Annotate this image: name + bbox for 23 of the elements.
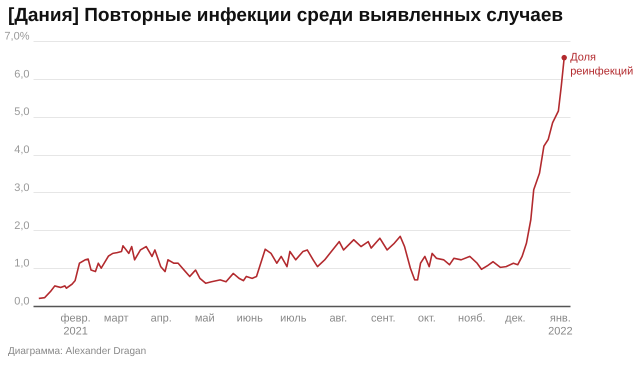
x-tick-label: июнь xyxy=(236,312,264,324)
x-tick-label: февр. 2021 xyxy=(60,312,91,338)
x-tick-label: авг. xyxy=(329,312,348,324)
x-tick-label: сент. xyxy=(370,312,396,324)
x-tick-label: окт. xyxy=(418,312,436,324)
x-tick-label: май xyxy=(194,312,215,324)
y-tick-label: 1,0 xyxy=(14,258,30,270)
x-tick-label: апр. xyxy=(150,312,172,324)
y-tick-label: 3,0 xyxy=(14,182,30,194)
chart-title: [Дания] Повторные инфекции среди выявленных случаев xyxy=(8,5,564,26)
y-tick-label: 5,0 xyxy=(14,106,30,118)
y-tick-label: 6,0 xyxy=(14,68,30,80)
annotation: Доля реинфекций xyxy=(570,52,634,78)
y-tick-label: 2,0 xyxy=(14,220,30,232)
y-tick-label: 7,0% xyxy=(4,30,30,42)
y-tick-label: 4,0 xyxy=(14,144,30,156)
text: Диаграмма: Alexander Dragan xyxy=(8,346,146,357)
x-tick-label: нояб. xyxy=(458,312,486,324)
x-tick-label: янв. 2022 xyxy=(548,312,573,338)
x-tick-label: июль xyxy=(280,312,307,324)
x-tick-label: март xyxy=(104,312,129,324)
y-tick-label: 0,0 xyxy=(14,296,30,308)
x-tick-label: дек. xyxy=(505,312,526,324)
